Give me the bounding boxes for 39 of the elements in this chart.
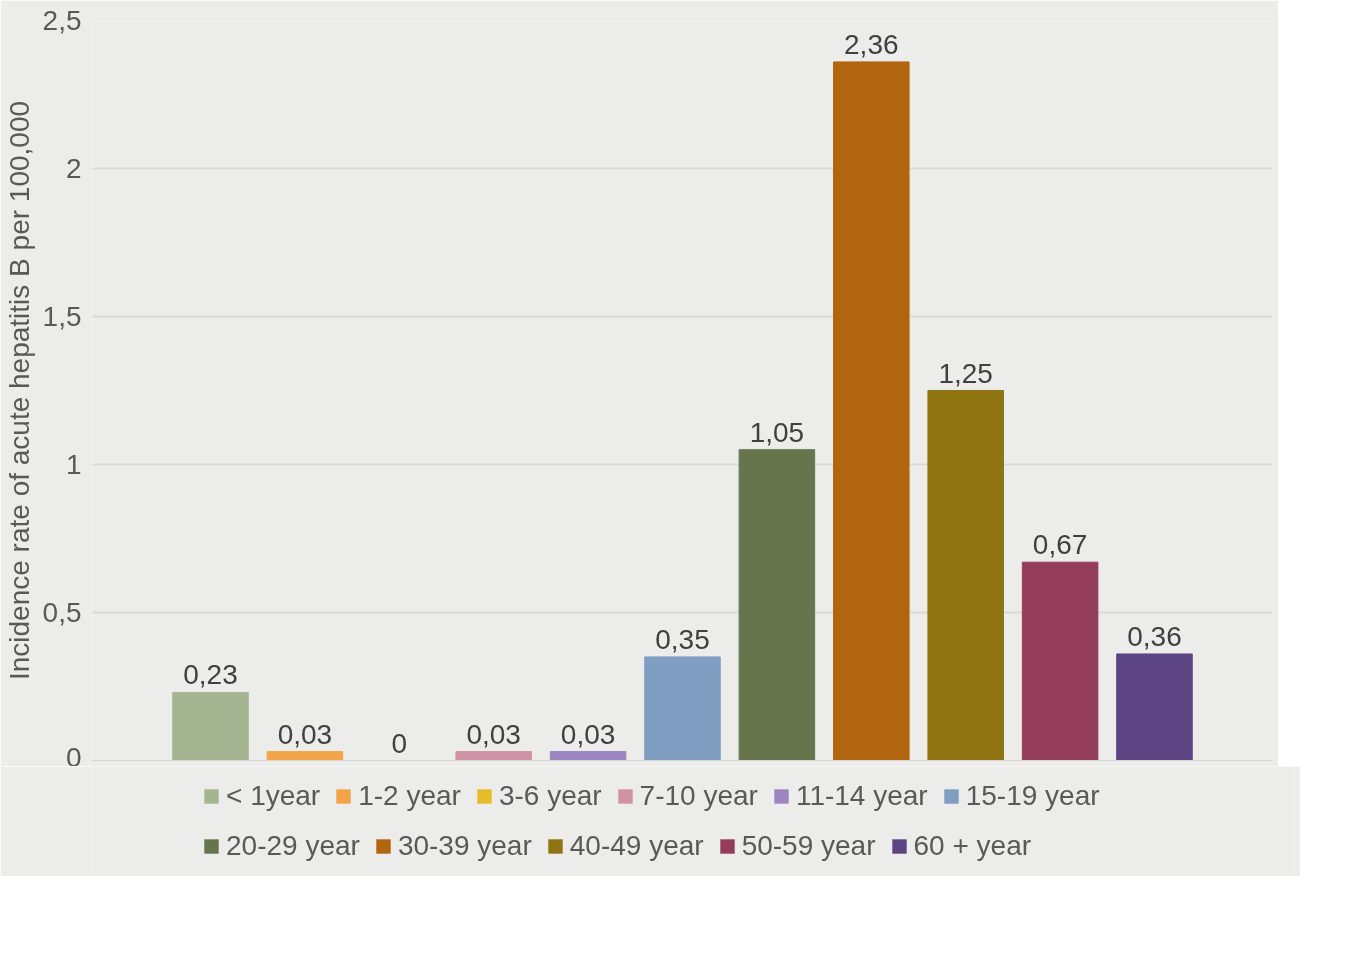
legend-label: < 1year (226, 779, 321, 813)
y-tick-label: 0,5 (42, 597, 82, 628)
data-label: 0,35 (655, 623, 710, 655)
y-tick-label: 1 (65, 449, 82, 480)
bar (1021, 561, 1099, 761)
data-label: 0,36 (1127, 620, 1182, 652)
legend-label: 15-19 year (965, 779, 1100, 813)
data-label: 0,03 (277, 718, 333, 750)
bar (455, 751, 532, 761)
bar (644, 656, 721, 761)
data-label: 0 (391, 727, 408, 759)
legend-label: 1-2 year (358, 779, 461, 813)
bar (172, 691, 249, 761)
data-label: 0,03 (560, 718, 616, 750)
y-tick-label: 0 (65, 741, 82, 773)
bar (927, 390, 1004, 761)
data-label: 2,36 (844, 28, 899, 60)
legend-label: 11-14 year (795, 779, 928, 813)
bar (1116, 653, 1193, 761)
legend-label: 50-59 year (741, 829, 876, 863)
legend-label: 40-49 year (569, 829, 704, 863)
legend-label: 20-29 year (226, 829, 360, 863)
legend-label: 30-39 year (397, 829, 532, 863)
y-tick-label: 1,5 (42, 301, 82, 332)
y-axis-title: Incidence rate of acute hepatitis B per 100,000 (3, 100, 35, 681)
data-label: 1,25 (938, 357, 993, 389)
bar (549, 751, 627, 761)
y-tick-label: 2,5 (42, 5, 82, 36)
bar (266, 751, 344, 761)
data-label: 0,67 (1032, 529, 1088, 561)
data-label: 0,23 (183, 659, 238, 691)
bar (738, 449, 816, 761)
data-label: 1,05 (749, 416, 805, 448)
legend-label: 60 + year (913, 829, 1032, 863)
data-label: 0,03 (466, 718, 521, 750)
y-tick-label: 2 (65, 153, 82, 184)
legend-label: 7-10 year (639, 779, 758, 813)
legend-label: 3-6 year (498, 779, 602, 813)
bar (833, 61, 910, 761)
